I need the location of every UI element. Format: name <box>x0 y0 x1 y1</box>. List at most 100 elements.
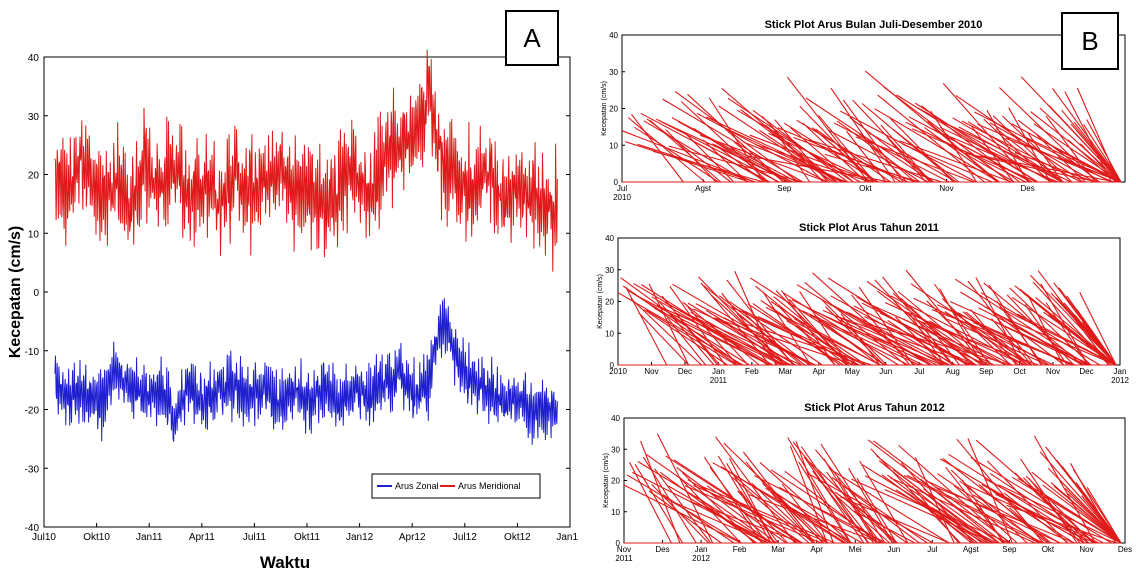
stick <box>674 312 783 366</box>
x-axis-label: Waktu <box>260 553 310 572</box>
stick <box>1031 471 1122 544</box>
stick <box>1045 115 1096 183</box>
stick <box>923 318 960 366</box>
stick <box>1026 131 1063 183</box>
stick <box>695 495 757 544</box>
x-tick-label: Okt <box>859 184 872 193</box>
stick <box>989 473 1097 544</box>
stick <box>1003 492 1069 544</box>
stick <box>736 313 806 366</box>
series-line-meridional <box>54 49 558 272</box>
stick <box>734 270 777 366</box>
stick <box>1039 107 1122 183</box>
plot-area <box>43 56 571 528</box>
stick <box>749 134 874 183</box>
stick <box>651 484 709 544</box>
sticks <box>617 269 1117 366</box>
stick <box>986 460 1068 544</box>
stick <box>734 476 814 544</box>
stick <box>693 484 829 544</box>
stick <box>682 301 760 366</box>
stick <box>1073 121 1122 183</box>
stick <box>828 468 950 544</box>
stick <box>974 111 1112 183</box>
stick <box>1035 297 1117 366</box>
stick <box>1045 302 1089 366</box>
stick <box>824 153 921 183</box>
x-tick-label: Okt11 <box>294 532 320 543</box>
stick <box>967 438 1013 544</box>
y-tick-label: 0 <box>616 539 621 548</box>
x-tick-label: Jun <box>887 545 900 554</box>
stick <box>902 143 993 183</box>
stick-plot-title: Stick Plot Arus Bulan Juli-Desember 2010 <box>765 19 983 31</box>
stick <box>952 309 1020 366</box>
x-tick-label: Dec <box>678 367 692 376</box>
y-tick-label: 40 <box>605 234 614 243</box>
stick <box>817 319 885 366</box>
x-tick-label: Oct <box>1013 367 1026 376</box>
stick <box>1024 136 1122 183</box>
x-tick-label: Jan 2011 <box>710 367 728 385</box>
x-tick-label: Nov <box>1046 367 1060 376</box>
y-tick-label: 30 <box>609 68 618 77</box>
x-tick-label: Feb <box>733 545 747 554</box>
stick <box>708 97 765 183</box>
x-tick-label: Mar <box>778 367 792 376</box>
y-tick-label: 30 <box>611 445 620 454</box>
stick <box>646 309 737 366</box>
x-tick-label: Dec <box>1079 367 1093 376</box>
stick <box>762 291 812 366</box>
stick <box>933 283 991 366</box>
stick <box>845 486 928 544</box>
stick <box>903 475 1040 544</box>
stick <box>900 462 975 544</box>
stick <box>768 305 848 366</box>
panel-a-badge: A <box>505 10 559 66</box>
stick <box>781 483 829 544</box>
stick <box>656 433 714 544</box>
stick <box>643 309 728 366</box>
stick <box>853 305 971 366</box>
stick <box>1086 487 1122 544</box>
y-tick-label: 40 <box>611 414 620 423</box>
stick-plot-title: Stick Plot Arus Tahun 2012 <box>804 402 945 414</box>
stick <box>1048 105 1122 183</box>
stick <box>983 118 1051 183</box>
stick <box>975 277 1023 366</box>
x-tick-label: Apr <box>813 367 826 376</box>
stick <box>1036 489 1122 544</box>
stick <box>730 147 798 183</box>
stick <box>806 472 934 544</box>
stick <box>1004 317 1117 366</box>
x-tick-label: Apr11 <box>189 532 215 543</box>
stick <box>762 482 825 544</box>
stick <box>668 485 768 544</box>
stick <box>812 272 916 366</box>
stick <box>767 487 850 544</box>
stick <box>680 101 769 183</box>
stick-plot-1: Stick Plot Arus Bulan Juli-Desember 2010… <box>601 19 1126 202</box>
stick <box>805 97 934 183</box>
stick <box>1081 321 1117 366</box>
stick <box>964 152 1098 183</box>
x-tick-label: Apr12 <box>399 532 426 543</box>
stick <box>858 132 916 183</box>
legend-label-meridional: Arus Meridional <box>458 481 521 491</box>
stick <box>706 485 787 544</box>
stick <box>889 118 954 183</box>
stick <box>740 490 779 544</box>
stick <box>703 456 763 544</box>
stick <box>967 280 1035 366</box>
stick <box>986 109 1029 183</box>
stick <box>632 471 773 544</box>
stick <box>789 445 828 544</box>
y-tick-label: 40 <box>28 53 40 64</box>
stick <box>802 122 867 183</box>
stick <box>656 304 792 366</box>
x-tick-label: Agst <box>695 184 712 193</box>
stick <box>696 112 828 183</box>
stick <box>1083 498 1122 544</box>
x-tick-label: Nov <box>1079 545 1093 554</box>
y-axis-label: Kecepatan (cm/s) <box>7 226 24 359</box>
